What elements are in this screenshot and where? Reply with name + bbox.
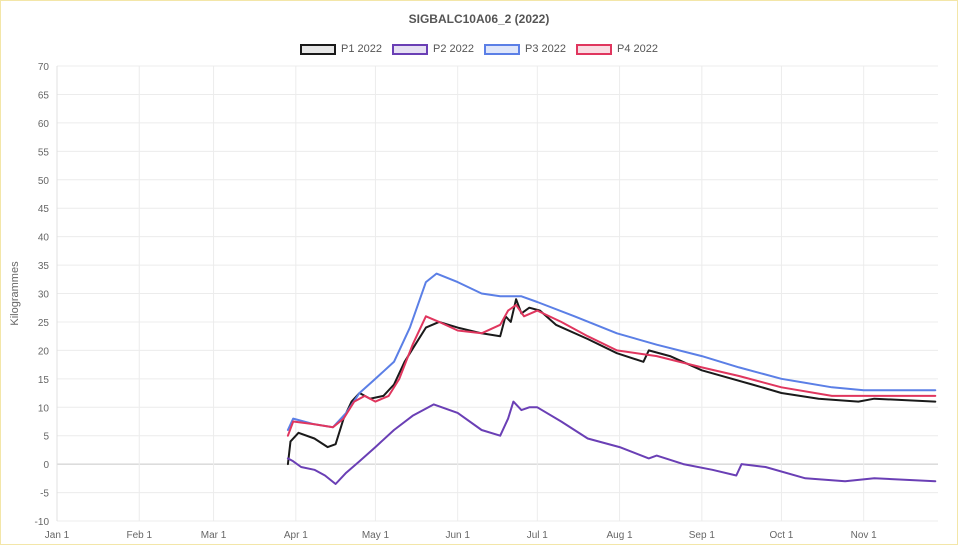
x-tick-label: Jun 1 [445,530,470,541]
y-tick-label: 65 [38,90,50,101]
legend-swatch [484,43,520,55]
legend-swatch [392,43,429,55]
legend-label: P2 2022 [433,43,474,55]
x-tick-label: Jul 1 [527,530,549,541]
legend-item[interactable]: P3 2022 [484,43,566,55]
legend-item[interactable]: P1 2022 [300,43,382,55]
x-tick-label: Feb 1 [126,530,152,541]
series-line-p2-2022 [286,400,937,485]
legend-label: P4 2022 [616,43,658,55]
x-tick-label: Nov 1 [851,530,878,541]
legend-swatch [575,43,612,55]
legend-item[interactable]: P4 2022 [575,43,658,55]
legend-swatch [300,43,337,55]
chart-title: SIGBALC10A06_2 (2022) [408,12,550,26]
x-tick-label: Sep 1 [689,530,716,541]
y-tick-label: 15 [38,375,50,386]
y-tick-label: -5 [40,489,49,500]
legend: P1 2022 P2 2022 P3 2022 P4 2022 [0,43,958,55]
y-tick-label: -10 [35,517,50,528]
x-tick-label: May 1 [362,530,390,541]
y-tick-label: 0 [43,460,49,471]
y-tick-label: 25 [38,318,50,329]
series-line-p3-2022 [286,272,937,431]
y-tick-label: 10 [38,403,50,414]
y-tick-label: 40 [38,233,50,244]
y-tick-label: 20 [38,346,50,357]
y-tick-label: 60 [38,119,50,130]
x-tick-label: Mar 1 [201,530,227,541]
y-tick-label: 5 [43,432,49,443]
legend-label: P3 2022 [525,43,566,55]
x-tick-label: Apr 1 [284,530,308,541]
legend-item[interactable]: P2 2022 [392,43,474,55]
x-tick-label: Jan 1 [45,530,70,541]
y-tick-label: 30 [38,290,50,301]
y-tick-label: 55 [38,147,50,158]
y-tick-label: 70 [38,62,50,73]
x-tick-label: Oct 1 [769,530,793,541]
legend-label: P1 2022 [341,43,383,55]
y-tick-label: 45 [38,204,50,215]
x-tick-label: Aug 1 [606,530,633,541]
y-tick-label: 35 [38,261,50,272]
y-tick-label: 50 [38,176,50,187]
series-line-p4-2022 [286,303,937,437]
y-axis-label: Kilogrammes [9,261,21,326]
